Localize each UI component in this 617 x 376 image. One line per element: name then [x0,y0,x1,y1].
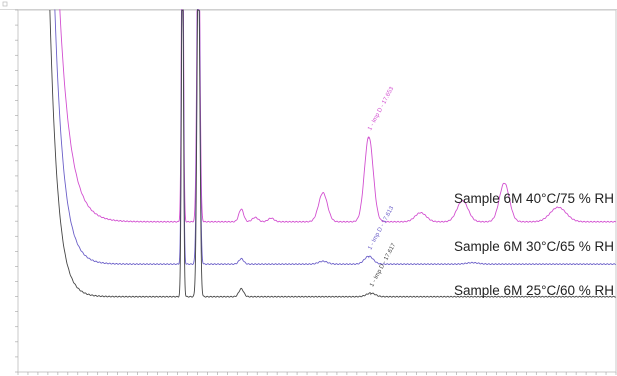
title-strip [0,0,617,9]
chromatogram-traces [49,9,617,298]
trace-label-25c: Sample 6M 25°C/60 % RH [454,283,614,298]
trace-line-2 [49,9,617,298]
trace-line-0 [59,9,617,223]
x-axis [17,372,617,375]
plot-area [17,9,617,373]
trace-label-30c: Sample 6M 30°C/65 % RH [454,239,614,254]
y-axis [15,9,18,373]
trace-line-1 [54,9,617,266]
trace-label-40c: Sample 6M 40°C/75 % RH [454,191,614,206]
window-control-icon[interactable] [2,1,8,7]
